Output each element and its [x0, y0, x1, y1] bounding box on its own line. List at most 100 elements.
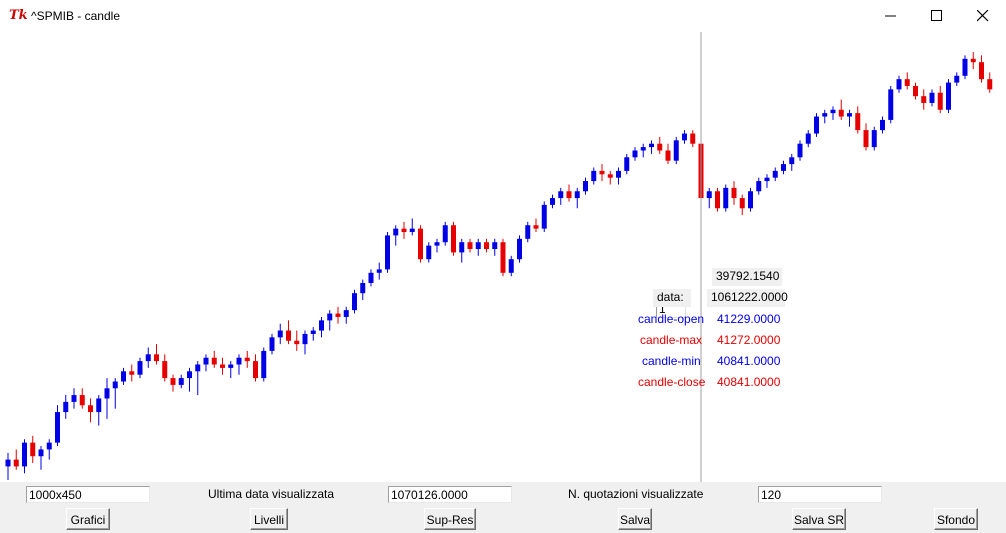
- candle[interactable]: [913, 82, 918, 100]
- candle[interactable]: [5, 452, 11, 480]
- livelli-button[interactable]: Livelli: [250, 508, 288, 530]
- candle[interactable]: [896, 75, 902, 93]
- candle[interactable]: [112, 378, 118, 409]
- candle[interactable]: [805, 130, 811, 148]
- candle[interactable]: [236, 354, 242, 375]
- candle[interactable]: [517, 235, 522, 263]
- candle[interactable]: [649, 140, 654, 154]
- candle[interactable]: [475, 238, 481, 256]
- candle[interactable]: [467, 238, 473, 253]
- candle[interactable]: [55, 405, 60, 447]
- candle[interactable]: [500, 238, 506, 277]
- candle[interactable]: [814, 113, 819, 137]
- candle[interactable]: [63, 395, 69, 419]
- candle[interactable]: [764, 174, 770, 188]
- candle[interactable]: [434, 238, 440, 253]
- candle[interactable]: [599, 164, 605, 182]
- candle[interactable]: [715, 187, 720, 212]
- candle[interactable]: [88, 398, 93, 423]
- candle[interactable]: [376, 262, 382, 280]
- candle[interactable]: [574, 187, 580, 209]
- candle[interactable]: [302, 330, 308, 355]
- candle[interactable]: [154, 344, 159, 365]
- salva-sr-button[interactable]: Salva SR: [792, 508, 846, 530]
- candle[interactable]: [937, 85, 943, 114]
- candle[interactable]: [178, 374, 184, 389]
- candle[interactable]: [13, 449, 19, 470]
- candle[interactable]: [484, 238, 489, 253]
- candle[interactable]: [409, 218, 415, 236]
- candle[interactable]: [129, 364, 135, 382]
- candle[interactable]: [888, 85, 894, 124]
- candle[interactable]: [929, 89, 935, 107]
- candle[interactable]: [46, 439, 52, 460]
- candle[interactable]: [343, 306, 349, 324]
- candle[interactable]: [616, 167, 621, 185]
- candle[interactable]: [871, 126, 877, 151]
- candle[interactable]: [847, 109, 852, 127]
- candle[interactable]: [822, 109, 828, 124]
- candle[interactable]: [863, 123, 869, 151]
- candle[interactable]: [277, 323, 283, 345]
- candle[interactable]: [962, 55, 968, 80]
- close-button[interactable]: [960, 0, 1006, 31]
- candle[interactable]: [286, 320, 291, 345]
- candle[interactable]: [550, 194, 555, 209]
- candle[interactable]: [261, 347, 267, 382]
- candle[interactable]: [335, 306, 341, 324]
- candle[interactable]: [385, 232, 390, 273]
- candle[interactable]: [607, 170, 613, 185]
- candle[interactable]: [723, 184, 729, 212]
- candle[interactable]: [657, 136, 663, 154]
- candle[interactable]: [459, 238, 465, 263]
- candle[interactable]: [393, 225, 399, 246]
- candle[interactable]: [211, 350, 217, 368]
- candle[interactable]: [624, 153, 630, 175]
- candle[interactable]: [228, 361, 234, 379]
- candle[interactable]: [632, 147, 638, 161]
- candle[interactable]: [731, 181, 737, 205]
- candle[interactable]: [739, 194, 745, 216]
- candle[interactable]: [855, 106, 861, 134]
- candle[interactable]: [426, 242, 432, 263]
- candle[interactable]: [673, 136, 679, 165]
- candle[interactable]: [946, 79, 951, 114]
- candle[interactable]: [79, 388, 85, 409]
- candle[interactable]: [319, 316, 324, 338]
- candle[interactable]: [492, 238, 498, 256]
- candle[interactable]: [591, 167, 597, 185]
- candle[interactable]: [558, 187, 564, 205]
- candle[interactable]: [22, 439, 27, 474]
- maximize-button[interactable]: [914, 0, 960, 31]
- candle[interactable]: [781, 160, 786, 175]
- salva-button[interactable]: Salva: [618, 508, 652, 530]
- candle[interactable]: [137, 357, 143, 379]
- candle[interactable]: [921, 89, 927, 110]
- candle[interactable]: [187, 367, 192, 392]
- candle[interactable]: [253, 354, 258, 382]
- candle[interactable]: [170, 374, 176, 392]
- candle[interactable]: [979, 55, 984, 83]
- candle[interactable]: [508, 255, 514, 277]
- candle[interactable]: [71, 388, 77, 409]
- candle[interactable]: [583, 177, 588, 195]
- sup-res-button[interactable]: Sup-Res: [424, 508, 476, 530]
- candle[interactable]: [904, 72, 910, 90]
- candle[interactable]: [830, 106, 836, 120]
- candle[interactable]: [706, 187, 712, 209]
- candle[interactable]: [327, 310, 333, 331]
- candle[interactable]: [541, 201, 547, 233]
- candle[interactable]: [442, 221, 448, 246]
- candle[interactable]: [987, 72, 993, 93]
- candle[interactable]: [121, 367, 126, 385]
- candle[interactable]: [789, 153, 795, 171]
- candle[interactable]: [525, 221, 531, 243]
- candle[interactable]: [203, 354, 209, 372]
- candle[interactable]: [640, 143, 646, 158]
- last-date-field[interactable]: 1070126.0000: [388, 486, 512, 503]
- minimize-button[interactable]: [868, 0, 914, 31]
- candle[interactable]: [368, 269, 374, 287]
- candle[interactable]: [352, 289, 357, 314]
- candle[interactable]: [220, 357, 225, 375]
- sfondo-button[interactable]: Sfondo: [934, 508, 978, 530]
